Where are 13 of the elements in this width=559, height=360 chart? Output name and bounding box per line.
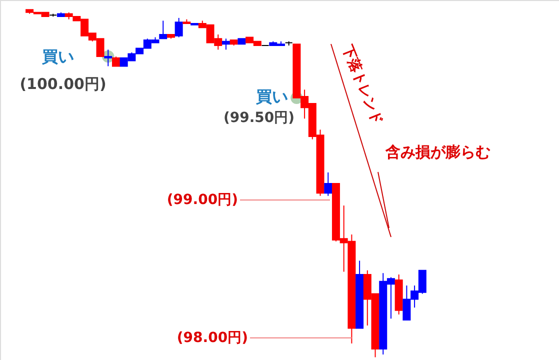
annotation: (99.50円) xyxy=(223,110,295,126)
annotation: 買い xyxy=(41,47,74,66)
ref-line-label: (98.00円) xyxy=(176,330,248,346)
candlestick xyxy=(324,172,332,196)
annotation: 買い xyxy=(255,87,288,106)
annotation: 下落トレンド xyxy=(338,42,386,127)
candlestick xyxy=(104,49,112,67)
ref-line-label: (99.00円) xyxy=(166,192,238,208)
candlestick xyxy=(222,38,230,50)
candlestick xyxy=(112,56,120,67)
annotation: (100.00円) xyxy=(20,75,106,93)
annotation: 含み損が膨らむ xyxy=(384,143,490,161)
candlestick xyxy=(174,17,183,38)
